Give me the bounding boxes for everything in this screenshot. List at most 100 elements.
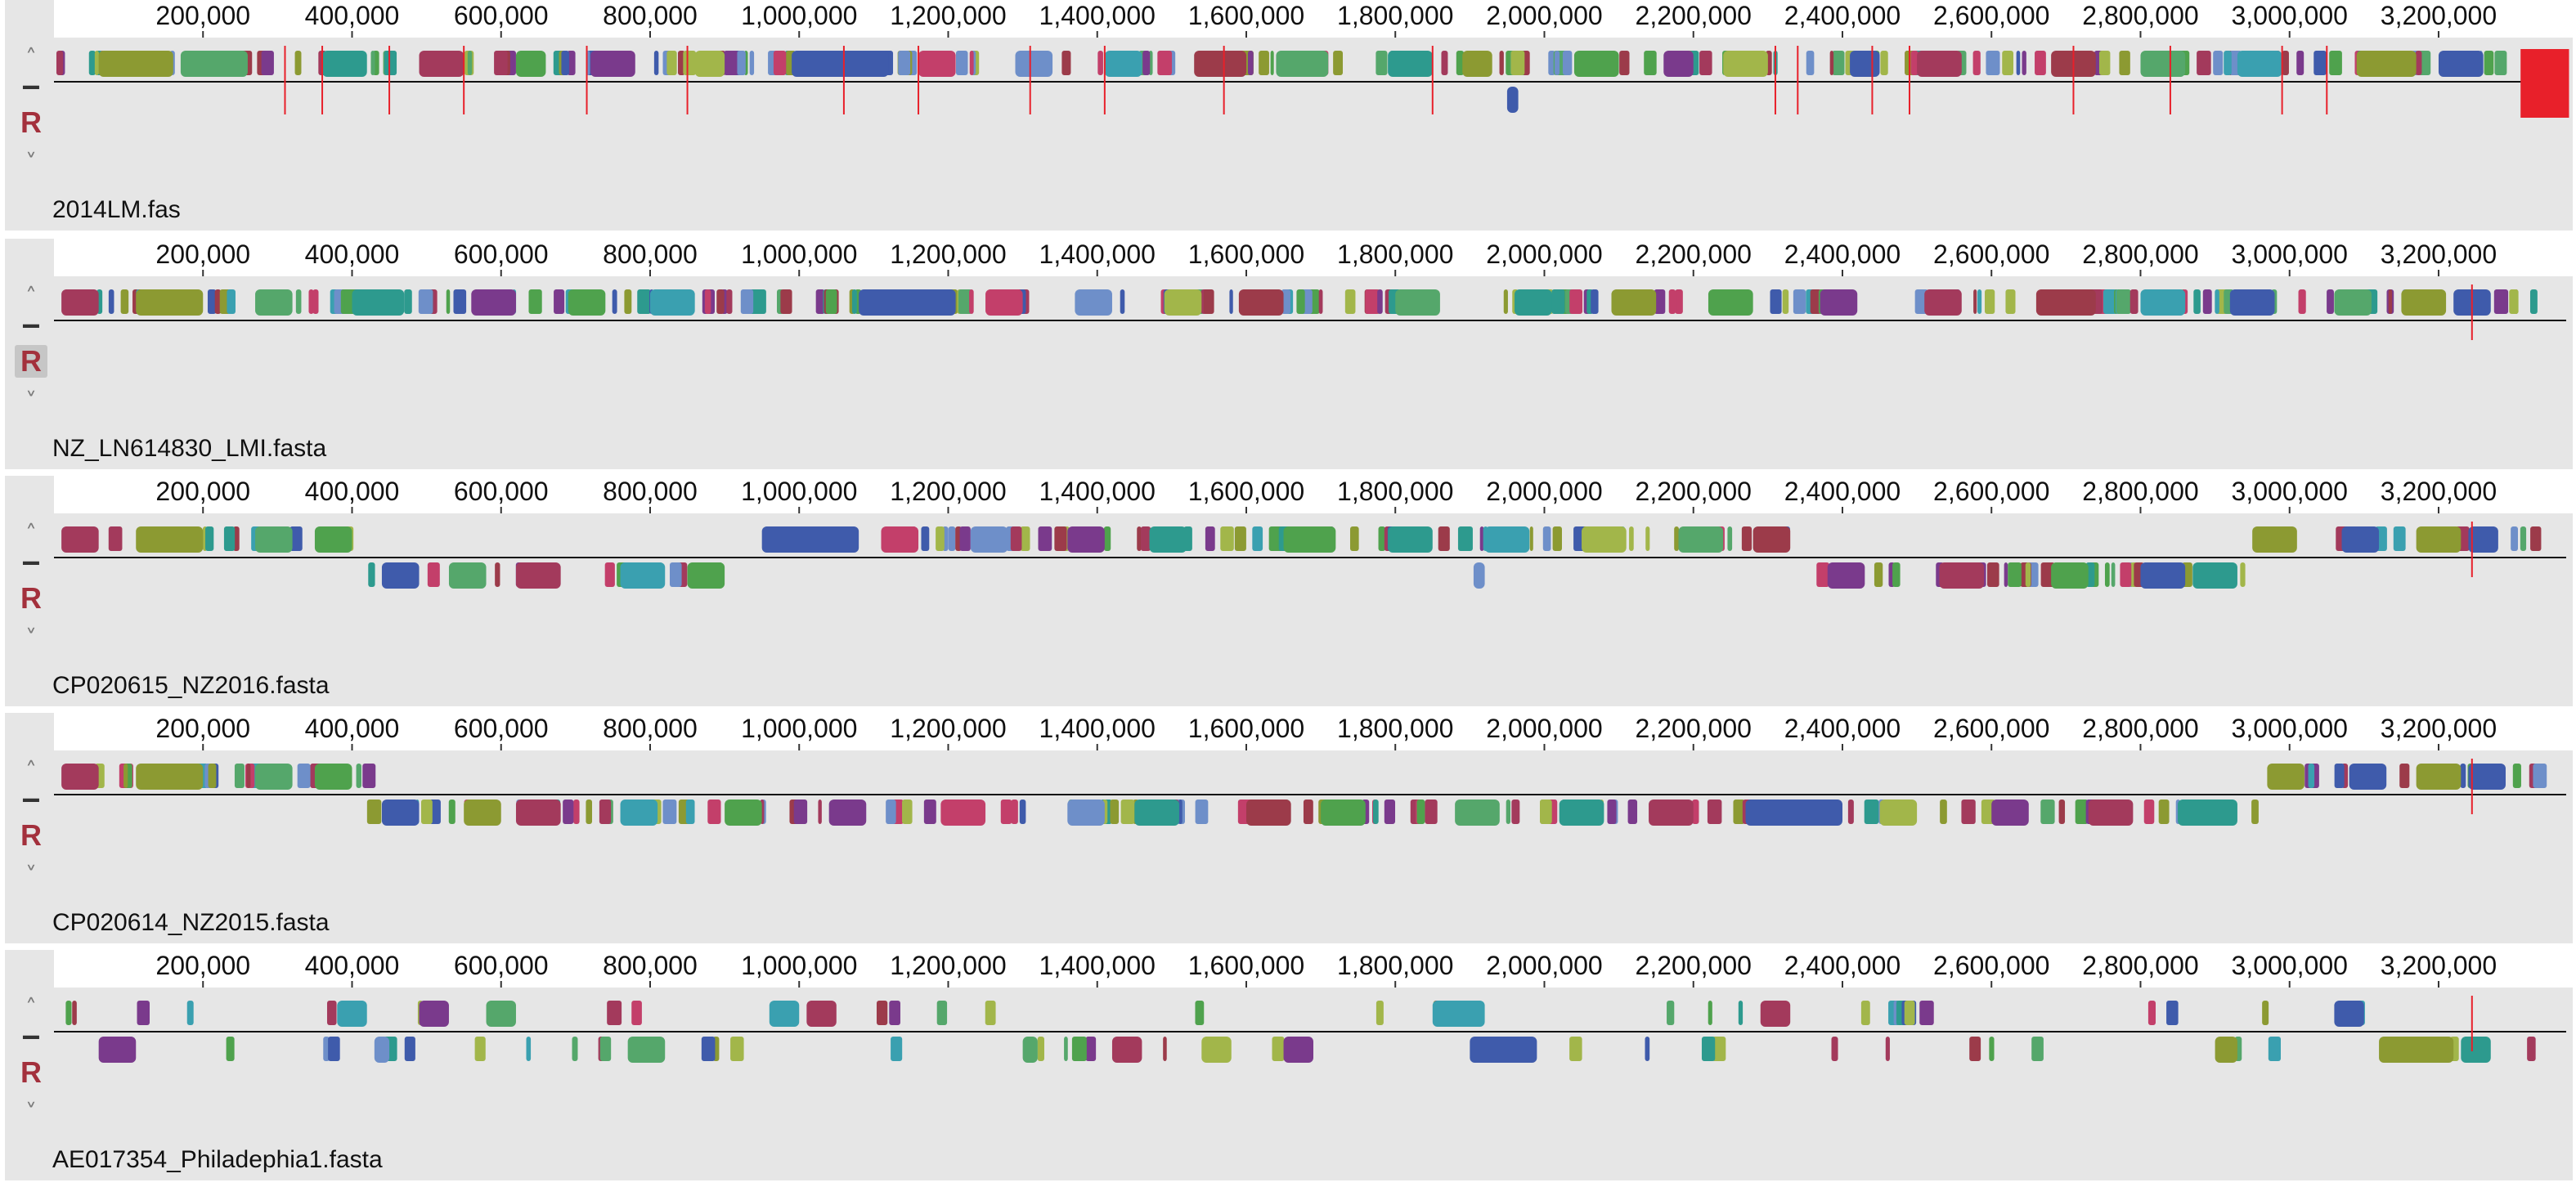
- lcb-stripe[interactable]: [1220, 526, 1234, 551]
- lcb-block[interactable]: [1201, 1037, 1232, 1063]
- lcb-block[interactable]: [1820, 289, 1858, 316]
- reference-button[interactable]: R: [15, 345, 47, 378]
- lcb-stripe[interactable]: [1738, 1001, 1744, 1025]
- lcb-stripe[interactable]: [2313, 51, 2327, 75]
- lcb-stripe[interactable]: [1654, 289, 1666, 314]
- lcb-stripe[interactable]: [1910, 51, 1919, 75]
- lcb-stripe[interactable]: [1441, 51, 1448, 75]
- lcb-stripe[interactable]: [1940, 800, 1947, 824]
- lcb-block[interactable]: [2237, 51, 2282, 77]
- lcb-stripe[interactable]: [1140, 526, 1151, 551]
- lcb-stripe[interactable]: [1085, 1037, 1097, 1061]
- lcb-block[interactable]: [255, 526, 293, 553]
- lcb-stripe[interactable]: [294, 51, 302, 75]
- lcb-stripe[interactable]: [1619, 51, 1630, 75]
- lcb-stripe[interactable]: [420, 800, 433, 824]
- lcb-block[interactable]: [1015, 51, 1053, 77]
- lcb-stripe[interactable]: [1874, 562, 1883, 587]
- lcb-stripe[interactable]: [2298, 289, 2306, 314]
- lcb-stripe[interactable]: [72, 1001, 77, 1025]
- lcb-block[interactable]: [2267, 764, 2304, 790]
- lcb-block[interactable]: [515, 800, 561, 826]
- lcb-stripe[interactable]: [1010, 526, 1022, 551]
- lcb-stripe[interactable]: [711, 800, 721, 824]
- lcb-stripe[interactable]: [370, 51, 375, 75]
- lcb-stripe[interactable]: [1969, 1037, 1981, 1061]
- lcb-block[interactable]: [2192, 562, 2237, 589]
- lcb-stripe[interactable]: [1831, 1037, 1838, 1061]
- lcb-stripe[interactable]: [1919, 1001, 1934, 1025]
- lcb-stripe[interactable]: [2008, 562, 2022, 587]
- lcb-stripe[interactable]: [214, 289, 222, 314]
- lcb-stripe[interactable]: [1607, 800, 1617, 824]
- lcb-block[interactable]: [1611, 289, 1657, 316]
- lcb-stripe[interactable]: [1668, 289, 1676, 314]
- lcb-block[interactable]: [1194, 51, 1246, 77]
- lcb-block[interactable]: [419, 1001, 449, 1027]
- lcb-block[interactable]: [464, 800, 501, 826]
- lcb-stripe[interactable]: [1540, 800, 1552, 824]
- lcb-stripe[interactable]: [448, 800, 456, 824]
- lcb-stripe[interactable]: [1479, 526, 1484, 551]
- lcb-stripe[interactable]: [1892, 562, 1901, 587]
- chevron-down-icon[interactable]: ˅: [25, 862, 37, 889]
- lcb-stripe[interactable]: [936, 526, 945, 551]
- lcb-stripe[interactable]: [246, 764, 251, 788]
- lcb-stripe[interactable]: [1880, 51, 1888, 75]
- lcb-block[interactable]: [98, 51, 173, 77]
- lcb-block[interactable]: [1917, 51, 1962, 77]
- lcb-block[interactable]: [1991, 800, 2029, 826]
- lcb-stripe[interactable]: [1961, 800, 1976, 824]
- lcb-block[interactable]: [1752, 526, 1791, 553]
- lcb-stripe[interactable]: [2509, 289, 2519, 314]
- lcb-stripe[interactable]: [2098, 51, 2111, 75]
- lcb-block[interactable]: [2035, 289, 2096, 316]
- lcb-stripe[interactable]: [666, 51, 677, 75]
- lcb-stripe[interactable]: [1137, 526, 1142, 551]
- lcb-stripe[interactable]: [2058, 800, 2066, 824]
- lcb-stripe[interactable]: [723, 51, 738, 75]
- lcb-stripe[interactable]: [2224, 51, 2232, 75]
- lcb-stripe[interactable]: [780, 289, 792, 314]
- lcb-stripe[interactable]: [1344, 289, 1356, 314]
- lcb-block[interactable]: [1462, 51, 1492, 77]
- lcb-stripe[interactable]: [205, 526, 214, 551]
- lcb-stripe[interactable]: [898, 51, 911, 75]
- lcb-stripe[interactable]: [1195, 1001, 1205, 1025]
- lcb-stripe[interactable]: [2004, 562, 2008, 587]
- lcb-stripe[interactable]: [599, 1037, 612, 1061]
- lcb-stripe[interactable]: [418, 289, 433, 314]
- lcb-stripe[interactable]: [1110, 800, 1120, 824]
- lcb-stripe[interactable]: [1157, 51, 1173, 75]
- lcb-block[interactable]: [2140, 51, 2186, 77]
- lcb-block[interactable]: [471, 289, 516, 316]
- lcb-stripe[interactable]: [1806, 51, 1815, 75]
- lcb-stripe[interactable]: [1645, 526, 1650, 551]
- lcb-stripe[interactable]: [356, 764, 361, 788]
- lcb-stripe[interactable]: [1333, 51, 1344, 75]
- reference-button[interactable]: R: [20, 105, 42, 139]
- lcb-stripe[interactable]: [289, 526, 303, 551]
- lcb-block[interactable]: [448, 562, 487, 589]
- lcb-block[interactable]: [1506, 87, 1519, 113]
- lcb-stripe[interactable]: [1270, 51, 1274, 75]
- lcb-stripe[interactable]: [2119, 51, 2130, 75]
- lcb-block[interactable]: [1678, 526, 1724, 553]
- lcb-block[interactable]: [255, 764, 293, 790]
- lcb-stripe[interactable]: [2529, 289, 2538, 314]
- lcb-stripe[interactable]: [2002, 51, 2014, 75]
- lcb-stripe[interactable]: [653, 51, 659, 75]
- lcb-block[interactable]: [486, 1001, 516, 1027]
- lcb-stripe[interactable]: [326, 1001, 337, 1025]
- lcb-stripe[interactable]: [1847, 800, 1854, 824]
- lcb-block[interactable]: [419, 51, 464, 77]
- lcb-block[interactable]: [1455, 800, 1500, 826]
- lcb-stripe[interactable]: [959, 526, 971, 551]
- lcb-block[interactable]: [2438, 51, 2484, 77]
- lcb-stripe[interactable]: [2484, 51, 2494, 75]
- lcb-stripe[interactable]: [2493, 289, 2509, 314]
- lcb-stripe[interactable]: [1120, 800, 1135, 824]
- lcb-block[interactable]: [1283, 1037, 1313, 1063]
- lcb-stripe[interactable]: [1987, 562, 1999, 587]
- lcb-stripe[interactable]: [1252, 526, 1263, 551]
